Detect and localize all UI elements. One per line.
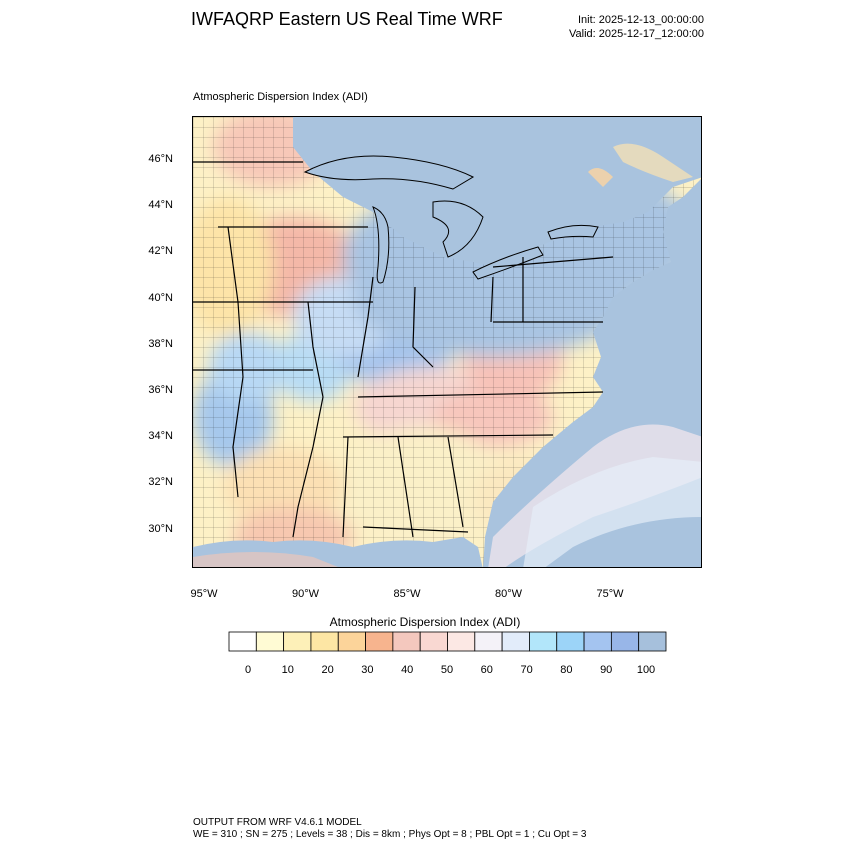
lat-label: 42°N — [148, 245, 173, 258]
valid-time: Valid: 2025-12-17_12:00:00 — [569, 28, 704, 40]
lat-label: 44°N — [148, 199, 173, 212]
colorbar-swatch — [255, 631, 285, 652]
lake-ontario — [547, 224, 599, 240]
state-boundaries — [193, 161, 614, 538]
colorbar-swatch — [638, 631, 667, 652]
lat-label: 36°N — [148, 384, 173, 396]
lon-label: 85°W — [393, 588, 421, 600]
colorbar-swatch — [556, 631, 585, 652]
colorbar-swatch — [474, 631, 503, 652]
colorbar-tick-label: 50 — [440, 664, 454, 676]
footer-model-line: OUTPUT FROM WRF V4.6.1 MODEL — [193, 817, 362, 828]
colorbar-tick-label: 20 — [321, 664, 334, 676]
lon-label: 80°W — [494, 588, 523, 600]
map-panel — [192, 116, 702, 568]
adi-map — [193, 117, 701, 567]
colorbar-tick-label: 60 — [480, 664, 493, 676]
lake-michigan — [372, 206, 390, 284]
colorbar-tick-label: 90 — [600, 664, 613, 676]
colorbar-swatch — [228, 631, 257, 652]
lat-label: 38°N — [148, 337, 173, 350]
colorbar-swatch — [392, 631, 421, 652]
lat-label: 30°N — [148, 522, 173, 535]
canada-region — [293, 117, 701, 267]
lon-label: 75°W — [596, 588, 624, 600]
init-time: Init: 2025-12-13_00:00:00 — [578, 14, 704, 26]
colorbar-swatch — [419, 631, 448, 652]
footer-config-line: WE = 310 ; SN = 275 ; Levels = 38 ; Dis … — [193, 829, 587, 840]
lake-erie — [472, 246, 544, 280]
main-title: IWFAQRP Eastern US Real Time WRF — [191, 9, 503, 29]
lake-superior — [303, 155, 475, 190]
colorbar-swatch — [501, 631, 530, 652]
colorbar-tick-label: 10 — [281, 664, 294, 676]
colorbar-swatch — [447, 631, 476, 652]
lat-label: 46°N — [148, 153, 173, 165]
colorbar-tick-label: 40 — [401, 664, 414, 676]
lat-label: 32°N — [148, 476, 173, 489]
colorbar-tick-label: 100 — [636, 664, 656, 676]
colorbar-swatch — [583, 631, 612, 652]
lon-label: 95°W — [190, 588, 218, 600]
lon-label: 90°W — [291, 588, 320, 600]
plot-subtitle: Atmospheric Dispersion Index (ADI) — [193, 91, 368, 103]
colorbar-swatch — [365, 631, 394, 652]
colorbar-tick-label: 70 — [520, 664, 533, 676]
colorbar-swatch — [529, 631, 558, 652]
colorbar-tick-label: 30 — [361, 664, 374, 676]
colorbar-tick-label: 80 — [560, 664, 573, 676]
colorbar-swatch — [283, 631, 312, 652]
colorbar-swatch — [310, 631, 339, 652]
colorbar-title: Atmospheric Dispersion Index (ADI) — [329, 615, 521, 629]
lake-huron — [432, 200, 484, 258]
colorbar-swatch — [337, 631, 366, 652]
colorbar-tick-label: 0 — [244, 664, 252, 676]
lat-label: 40°N — [148, 291, 173, 304]
colorbar-swatch — [610, 631, 640, 652]
lat-label: 34°N — [148, 430, 173, 443]
